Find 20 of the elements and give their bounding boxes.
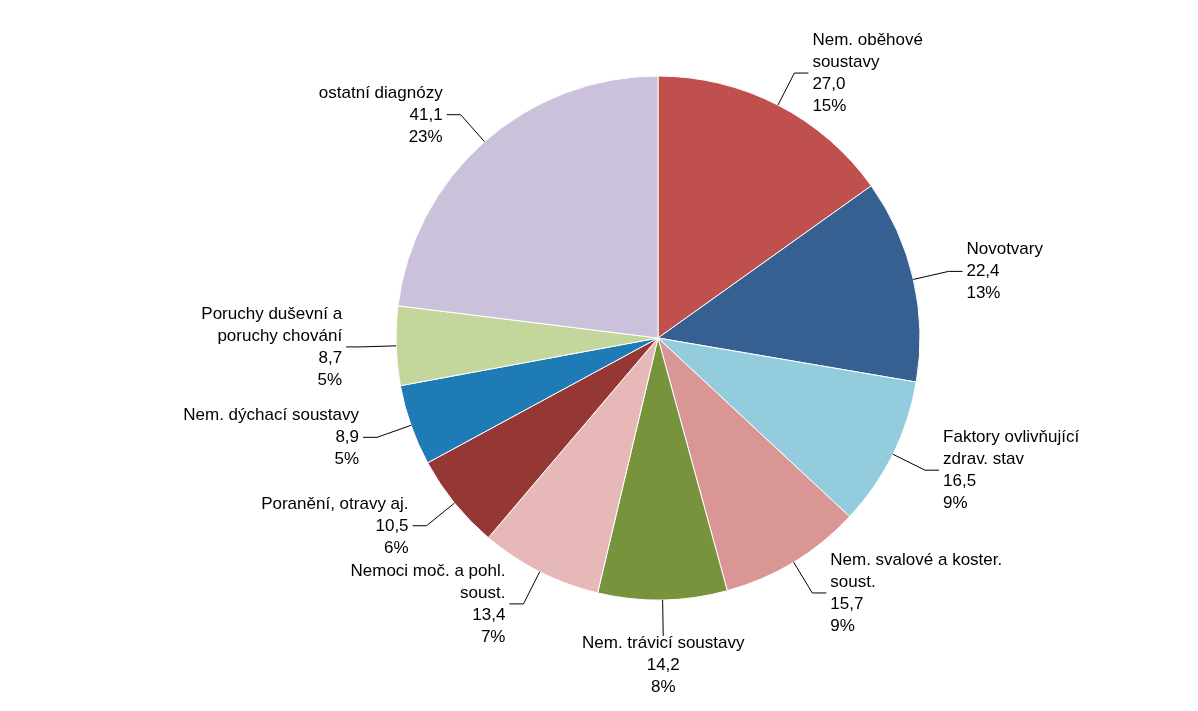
slice-label: Nem. trávicí soustavy — [582, 632, 745, 652]
data-label: 16,5 9% — [943, 471, 977, 513]
data-label: 14,2 8% — [646, 654, 680, 696]
slice-label: Nem. svalové a koster. soust. — [830, 549, 1003, 591]
slice-label: Poruchy duševní a poruchy chování — [201, 303, 343, 345]
slice-label: Nem. dýchací soustavy — [183, 405, 360, 425]
data-label: 41,1 23% — [408, 104, 443, 146]
slice-label: Nem. oběhové soustavy — [812, 30, 923, 72]
data-label: 15,7 9% — [830, 593, 864, 635]
slice-label: Poranění, otravy aj. — [261, 493, 409, 513]
data-label: 27,0 15% — [812, 74, 847, 116]
data-label: 8,9 5% — [334, 427, 360, 469]
data-label: 8,7 5% — [317, 347, 343, 389]
slice-label: Faktory ovlivňující zdrav. stav — [943, 427, 1080, 469]
data-label: 10,5 6% — [375, 515, 409, 557]
slice-label: Novotvary — [966, 239, 1044, 259]
slice-label: Nemoci moč. a pohl. soust. — [350, 560, 506, 602]
data-label: 13,4 7% — [472, 604, 506, 646]
data-label: 22,4 13% — [966, 261, 1001, 303]
slice-label: ostatní diagnózy — [318, 82, 444, 102]
